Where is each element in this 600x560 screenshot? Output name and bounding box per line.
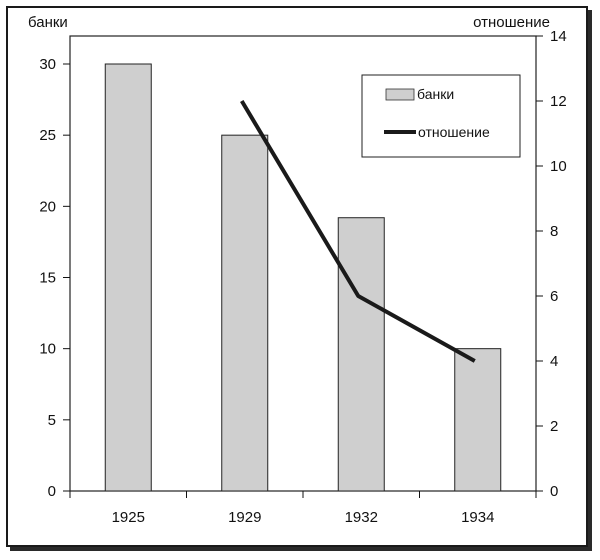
legend-label-bars: банки [417, 86, 454, 102]
left-tick-label: 25 [39, 127, 56, 144]
left-axis: 0 5 10 15 20 25 30 [39, 56, 70, 500]
bar-1932 [337, 217, 385, 492]
legend: банки отношение [361, 74, 521, 158]
bar-1929 [221, 134, 269, 492]
right-axis-title: отношение [473, 14, 550, 31]
left-tick-label: 5 [48, 412, 56, 429]
x-axis: 1925 1929 1932 1934 [69, 491, 537, 526]
left-tick-label: 30 [39, 56, 56, 73]
right-tick-label: 0 [550, 483, 558, 500]
line-series [240, 99, 476, 363]
right-tick-label: 2 [550, 418, 558, 435]
x-tick-label: 1932 [345, 509, 378, 526]
left-tick-label: 20 [39, 198, 56, 215]
left-tick-label: 0 [48, 483, 56, 500]
legend-swatch-bar [385, 88, 415, 101]
x-tick-label: 1925 [112, 509, 145, 526]
left-axis-title: банки [28, 14, 68, 31]
legend-label-line: отношение [418, 124, 490, 140]
left-tick-label: 15 [39, 270, 56, 287]
bar-series [104, 63, 502, 492]
x-tick-label: 1929 [228, 509, 261, 526]
x-tick-label: 1934 [461, 509, 494, 526]
right-axis: 0 2 4 6 8 10 12 14 [536, 28, 567, 500]
right-tick-label: 14 [550, 28, 567, 45]
right-tick-label: 4 [550, 353, 558, 370]
left-tick-label: 10 [39, 341, 56, 358]
right-tick-label: 10 [550, 158, 567, 175]
right-tick-label: 12 [550, 93, 567, 110]
right-tick-label: 6 [550, 288, 558, 305]
right-tick-label: 8 [550, 223, 558, 240]
bar-1925 [104, 63, 152, 492]
bar-1934 [454, 348, 502, 492]
